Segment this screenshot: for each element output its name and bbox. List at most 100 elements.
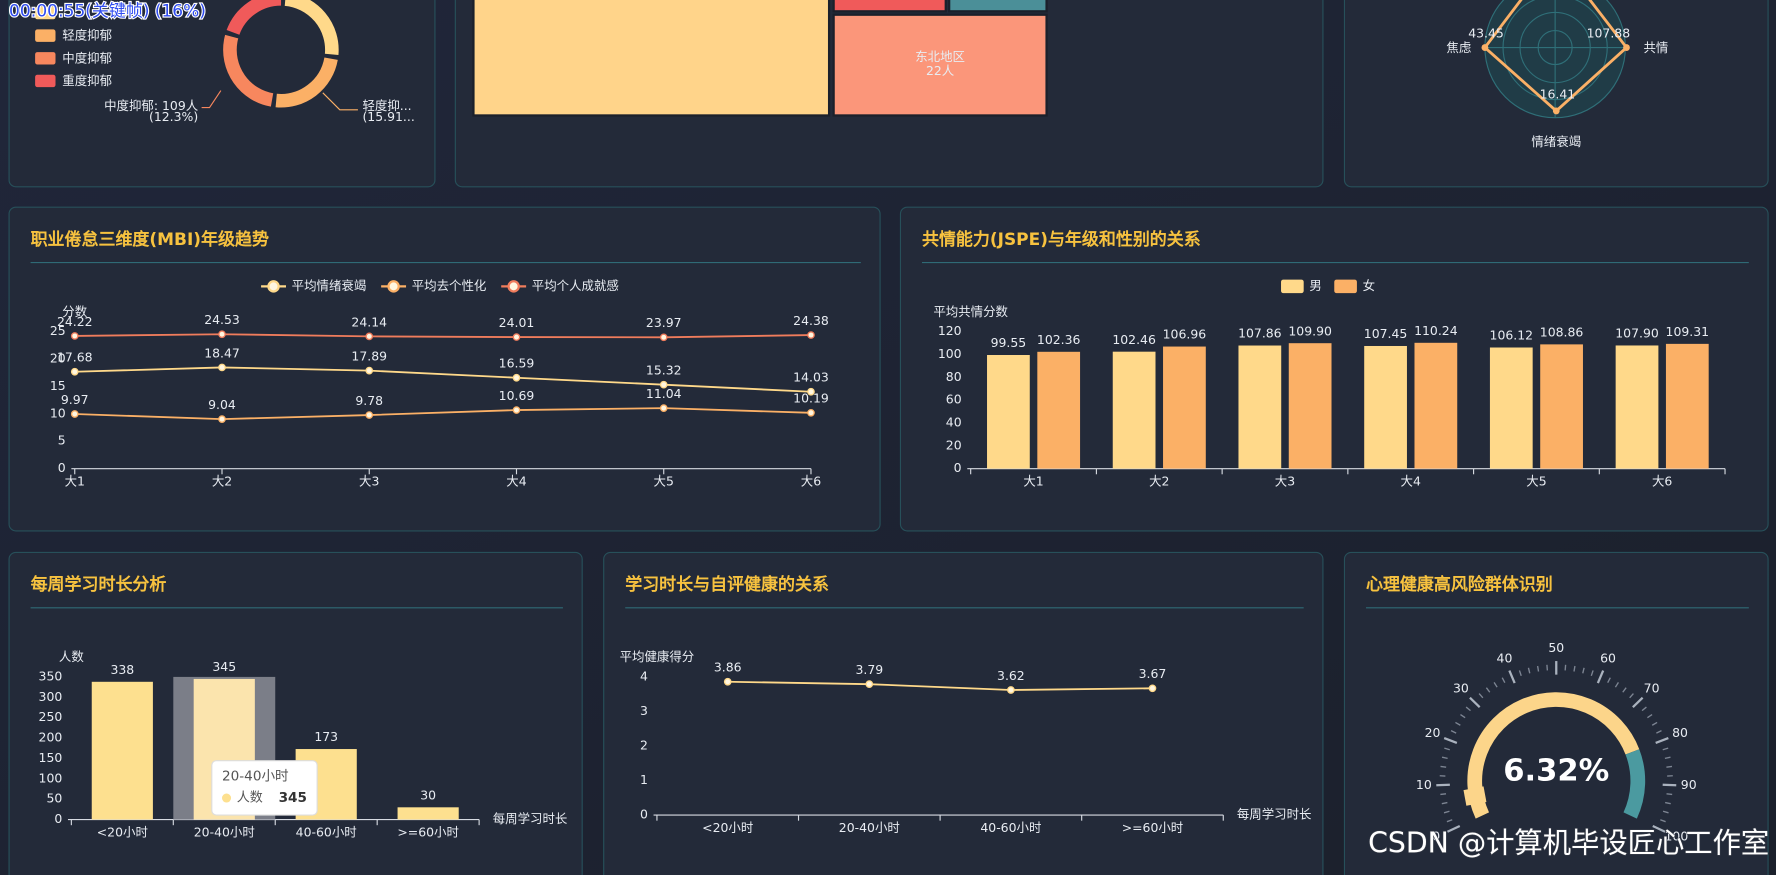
radar-dot [1481, 44, 1489, 51]
legend-label: 男 [1309, 278, 1321, 293]
data-label: 17.68 [57, 350, 93, 365]
leader-line [322, 92, 358, 111]
minor-tick [1573, 665, 1576, 672]
line [74, 407, 812, 421]
radar-dot [1552, 107, 1560, 115]
point [218, 363, 226, 372]
minor-tick [1440, 793, 1447, 796]
y-tick-label: 4 [640, 668, 648, 683]
tooltip [211, 760, 318, 816]
x-tick-label: 40-60小时 [980, 820, 1041, 835]
bar [1037, 351, 1081, 469]
donut-label: (12.3%) [149, 109, 198, 124]
data-label: 15.32 [646, 363, 682, 378]
chart-title: 学习时长与自评健康的关系 [625, 574, 829, 595]
x-tick-label: 大1 [65, 474, 85, 489]
minor-tick [1614, 682, 1620, 688]
minor-tick [1455, 721, 1461, 726]
donut-arc [223, 0, 339, 108]
minor-tick [1527, 667, 1531, 674]
bar [1112, 351, 1156, 469]
y-tick-label: 150 [39, 750, 63, 765]
x-tick-label: 大6 [1652, 474, 1672, 489]
point [70, 332, 79, 340]
donut-label: 中度抑郁: 109人 [104, 98, 198, 113]
minor-tick [1641, 706, 1647, 712]
minor-tick [1665, 801, 1671, 805]
tick-label: 90 [1681, 777, 1697, 792]
data-label: 16.59 [499, 356, 535, 371]
y-tick-label: 2 [640, 737, 648, 752]
gauge-value: 6.32% [1503, 753, 1609, 788]
legend-label: 轻度抑郁 [62, 28, 112, 43]
tooltip-title: 20-40小时 [222, 769, 289, 785]
line [74, 333, 811, 339]
point [659, 380, 668, 389]
tick-label: 60 [1600, 651, 1616, 666]
minor-tick [1441, 801, 1448, 805]
y-axis-label: 平均共情分数 [933, 304, 1008, 319]
data-label: 17.89 [351, 349, 387, 364]
point [512, 406, 521, 414]
minor-tick [1629, 693, 1634, 699]
tick [1655, 736, 1669, 744]
bar [987, 355, 1030, 469]
tick [1443, 736, 1458, 744]
radar-value: 16.41 [1540, 87, 1576, 102]
y-tick-label: 100 [39, 770, 63, 785]
chart-title: 心理健康高风险群体识别 [1366, 574, 1553, 595]
overlay-timestamp: 00:00:55(关键帧) (16%) [9, 1, 206, 21]
point [365, 411, 374, 419]
y-tick-label: 300 [39, 689, 63, 704]
tick-label: 100 [1664, 829, 1688, 844]
tick [1508, 670, 1516, 684]
legend-label: 平均去个性化 [412, 278, 487, 293]
bar [1615, 345, 1659, 469]
minor-tick [1656, 730, 1662, 734]
minor-tick [1651, 721, 1658, 726]
donut-arc [223, 0, 339, 108]
y-tick-label: 50 [46, 791, 62, 806]
minor-tick [1582, 667, 1585, 674]
minor-tick [1501, 677, 1506, 684]
leader-line [201, 90, 222, 109]
data-label: 9.78 [355, 393, 383, 408]
point [218, 415, 226, 423]
legend-label: 平均情绪衰竭 [292, 278, 367, 293]
minor-tick [1441, 756, 1448, 760]
point [807, 387, 815, 396]
panel [1343, 551, 1769, 875]
chart-title: 每周学习时长分析 [31, 574, 167, 595]
radar-indicator: 共情 [1643, 40, 1668, 55]
radar-dot [1623, 44, 1630, 51]
data-label: 11.04 [646, 386, 682, 401]
point [218, 330, 226, 339]
donut-label: (15.91... [362, 109, 414, 124]
tick [1652, 824, 1666, 833]
bar [1238, 345, 1282, 469]
point [723, 677, 732, 686]
treemap-label: 22人 [926, 63, 954, 78]
bar [1163, 346, 1206, 469]
tick-label: 30 [1453, 681, 1469, 696]
tick-label: 20 [1425, 725, 1441, 740]
legend-label: 平均个人成就感 [532, 278, 619, 293]
tick-label: 70 [1644, 681, 1660, 696]
point [659, 333, 668, 342]
minor-tick [1518, 670, 1522, 677]
tick-label: 40 [1497, 651, 1513, 666]
tick [1446, 824, 1461, 833]
data-label: 3.62 [997, 668, 1025, 683]
bar [91, 681, 153, 820]
data-label: 9.97 [61, 392, 89, 407]
legend-label: 女 [1363, 278, 1375, 293]
minor-tick [1647, 713, 1653, 719]
point [512, 373, 521, 382]
point [365, 332, 374, 341]
minor-tick [1440, 765, 1447, 768]
data-label: 3.79 [855, 662, 883, 677]
x-tick-label: <20小时 [702, 820, 753, 835]
legend-marker [1281, 279, 1304, 294]
